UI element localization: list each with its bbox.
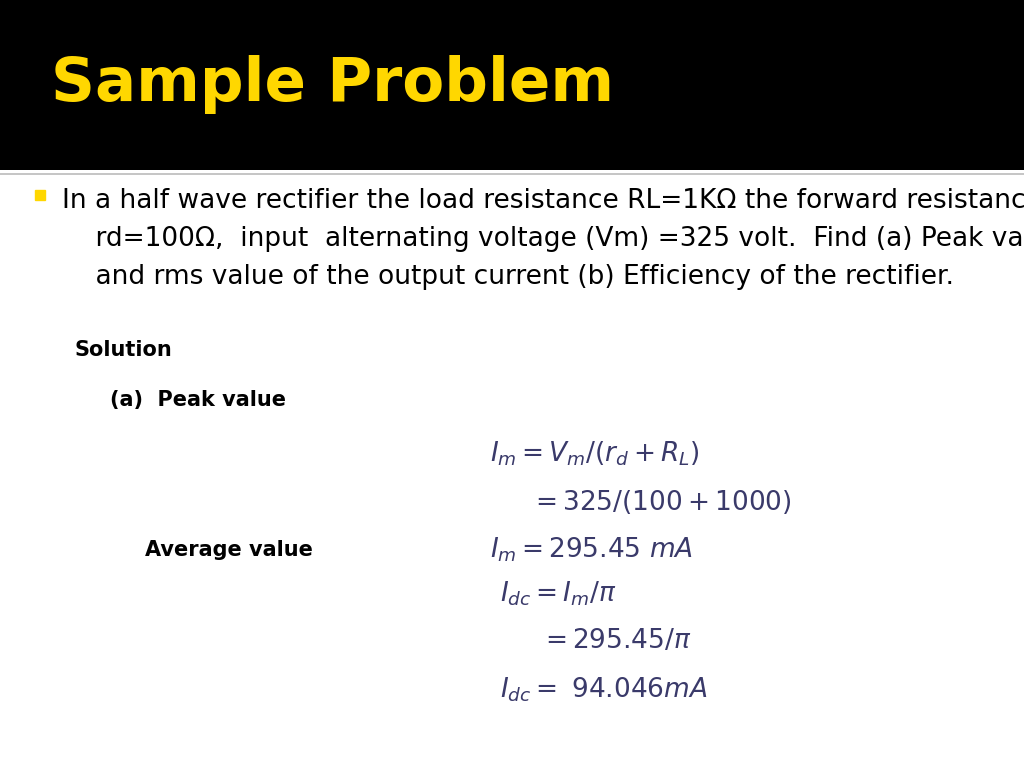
Text: $I_{dc} = I_m/\pi$: $I_{dc} = I_m/\pi$ xyxy=(500,580,616,608)
Text: and rms value of the output current (b) Efficiency of the rectifier.: and rms value of the output current (b) … xyxy=(62,264,954,290)
Text: (a)  Peak value: (a) Peak value xyxy=(110,390,286,410)
Text: $= 325/(100 + 1000)$: $= 325/(100 + 1000)$ xyxy=(530,488,792,516)
Text: $I_m = V_m/(r_d + R_L)$: $I_m = V_m/(r_d + R_L)$ xyxy=(490,440,699,468)
Text: Sample Problem: Sample Problem xyxy=(51,55,614,114)
Text: In a half wave rectifier the load resistance RL=1KΩ the forward resistance of  t: In a half wave rectifier the load resist… xyxy=(62,188,1024,214)
Text: $= 295.45/\pi$: $= 295.45/\pi$ xyxy=(540,628,691,654)
Text: $I_m = 295.45\ mA$: $I_m = 295.45\ mA$ xyxy=(490,536,693,564)
Text: rd=100Ω,  input  alternating voltage (Vm) =325 volt.  Find (a) Peak value, avera: rd=100Ω, input alternating voltage (Vm) … xyxy=(62,226,1024,252)
Text: $I_{dc} =\ 94.046mA$: $I_{dc} =\ 94.046mA$ xyxy=(500,676,708,704)
Text: Average value: Average value xyxy=(145,540,313,560)
Text: Solution: Solution xyxy=(75,340,173,360)
